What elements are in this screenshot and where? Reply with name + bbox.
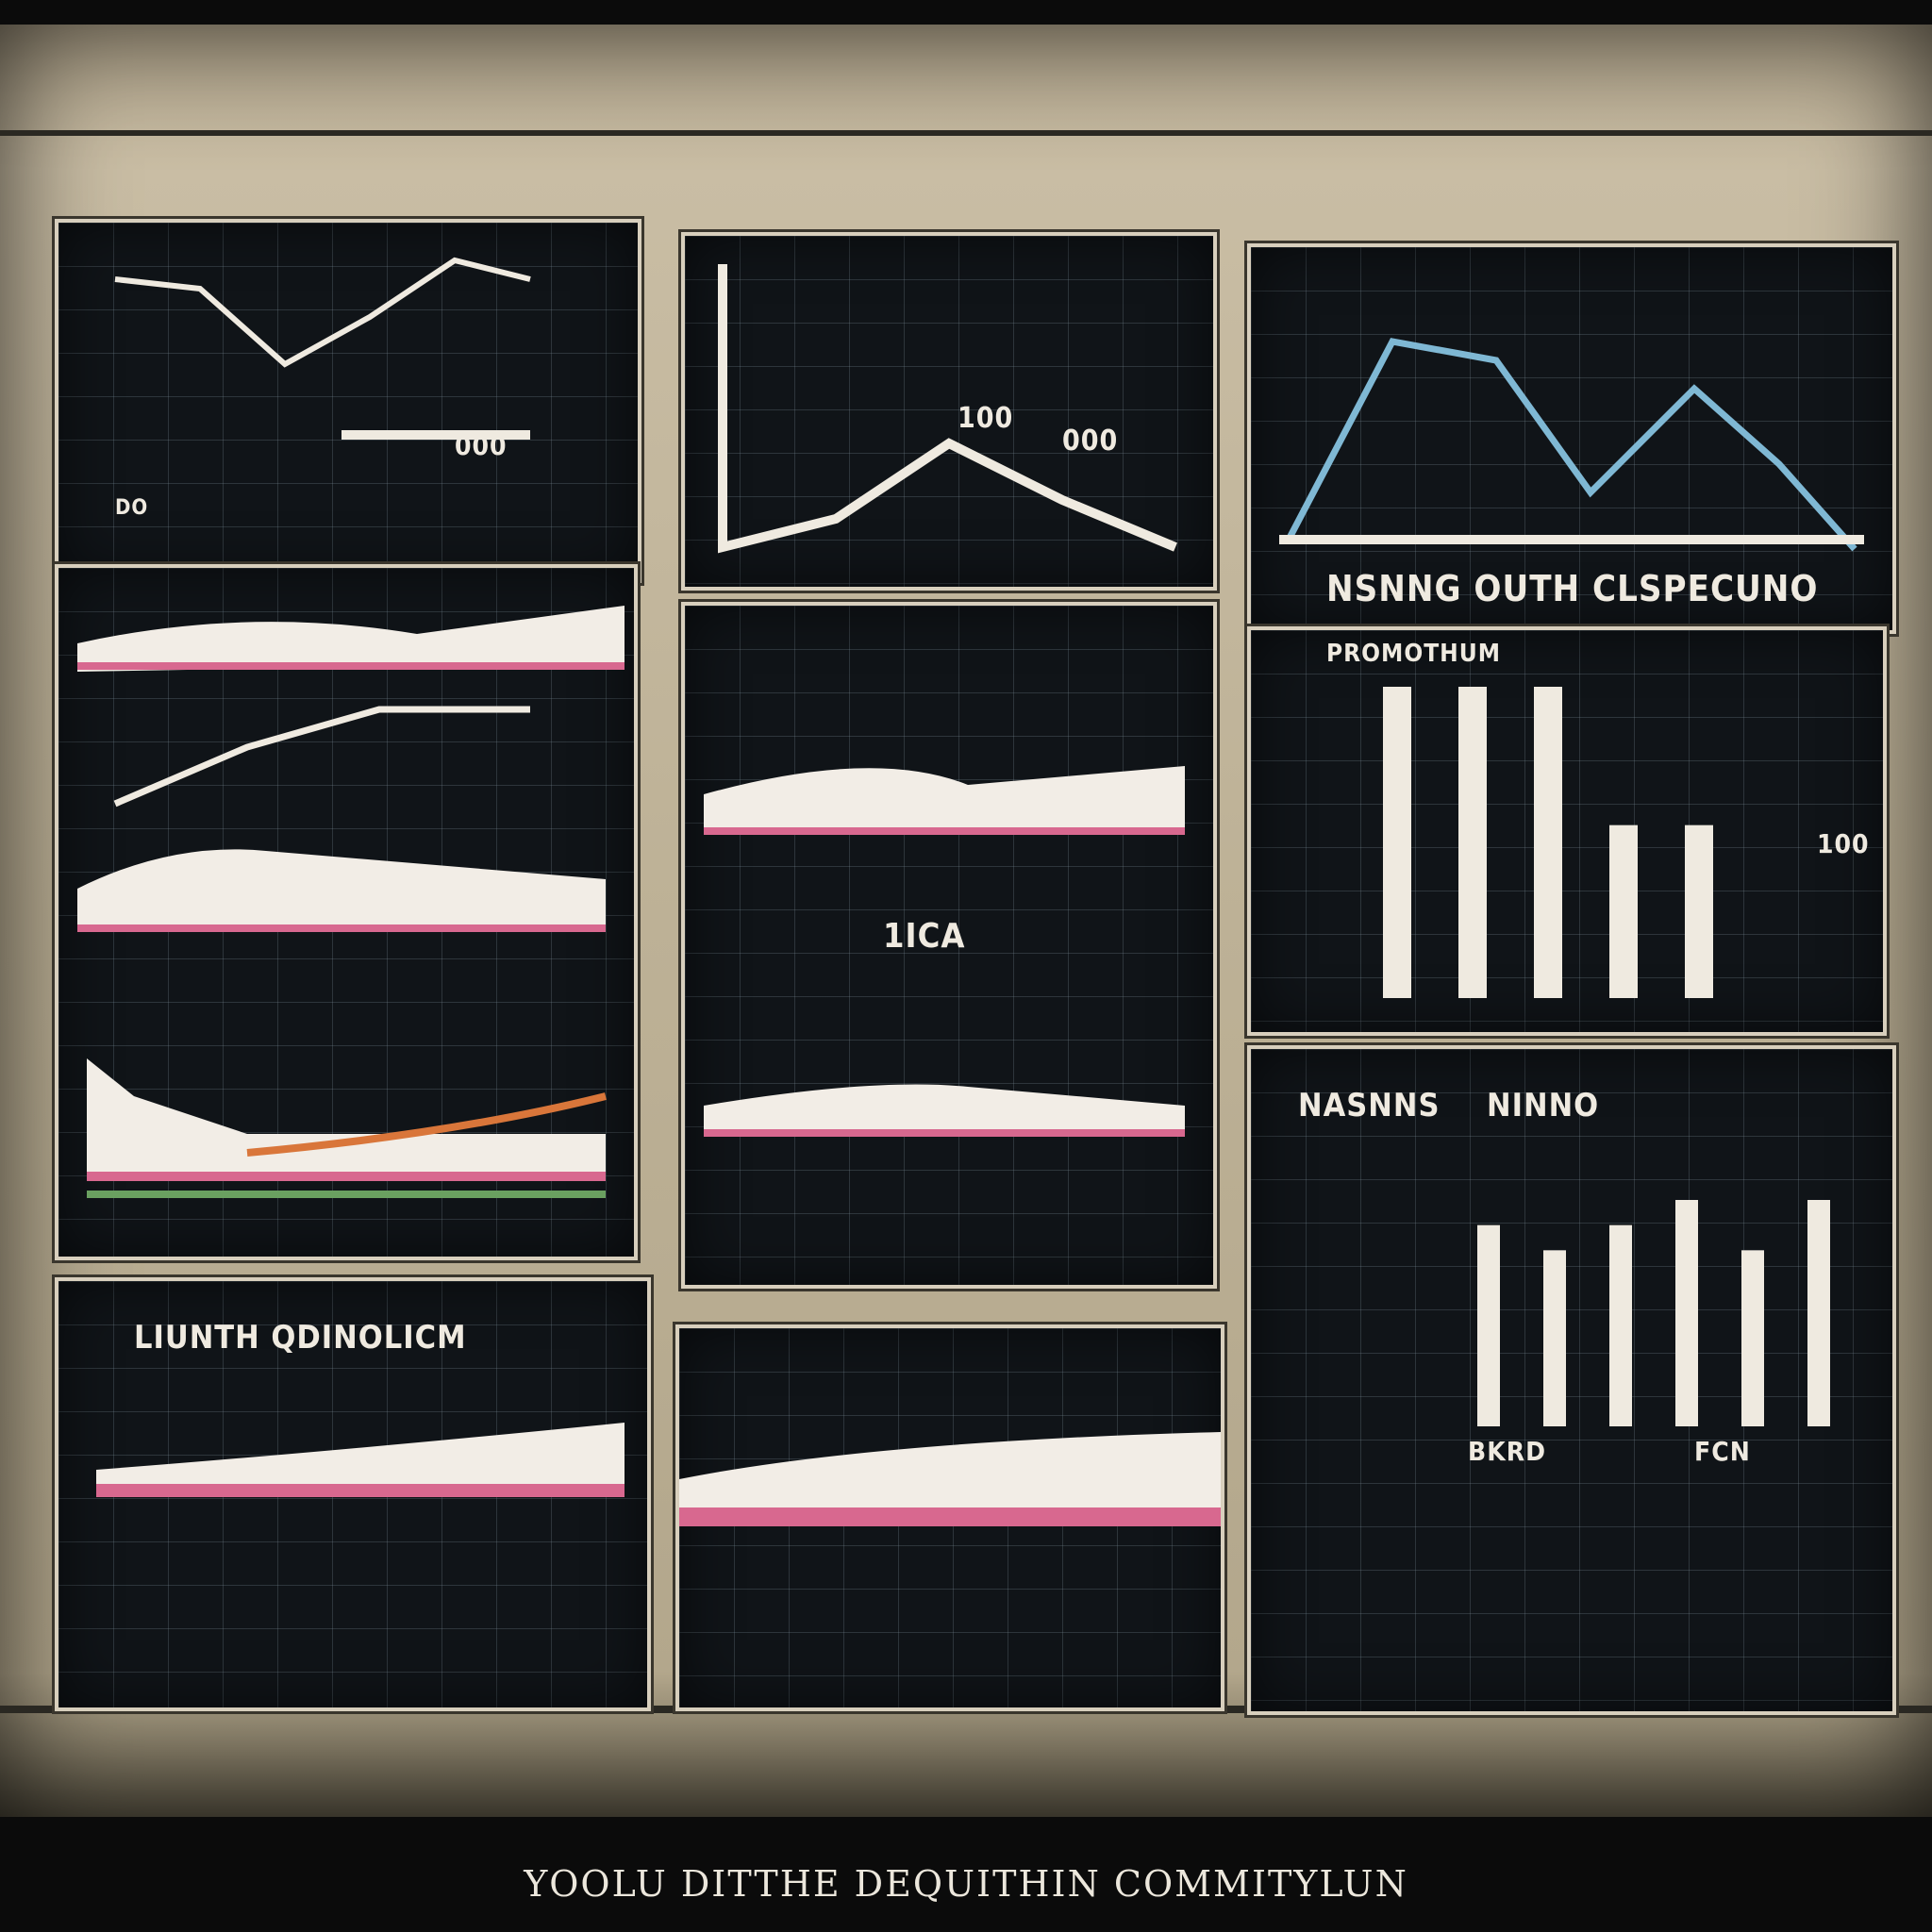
- bar-a: [1383, 687, 1411, 998]
- green-band: [87, 1191, 606, 1198]
- panel-3-label: 100: [958, 402, 1014, 435]
- panel-2-label: 000: [1062, 425, 1119, 458]
- pink-band-2: [77, 924, 606, 932]
- top-rail: [0, 130, 1932, 136]
- display-frame: 000 DO LIUNTH QDINOLICM 000: [0, 25, 1932, 1817]
- pink-band-1: [77, 662, 625, 670]
- pink-band-6: [704, 1129, 1185, 1137]
- line-chart-panel-4: [718, 264, 1177, 554]
- pink-band-7: [679, 1507, 1221, 1526]
- bar-f: [1807, 1200, 1830, 1426]
- panel-6-label: NINNO: [1487, 1087, 1600, 1124]
- area-chart-panel-3: [96, 1423, 625, 1497]
- series-line-2: [113, 706, 530, 808]
- orange-line: [246, 1092, 607, 1157]
- area-band-4: [96, 1423, 625, 1489]
- bar-a: [1477, 1224, 1500, 1426]
- panel-8-label-a: BKRD: [1468, 1436, 1547, 1467]
- line-chart-panel-7: [1279, 338, 1864, 552]
- panel-7-title: LIUNTH QDINOLICM: [134, 1319, 467, 1357]
- panel-6-title: NASNNS: [1298, 1087, 1441, 1124]
- bar-d: [1675, 1200, 1698, 1426]
- area-chart-panel-2: [77, 606, 625, 1198]
- panel-area-center-mid: 1ICA: [681, 602, 1217, 1289]
- line-chart-panel-1: [114, 257, 531, 440]
- panel-5-subtitle: PROMOTHUM: [1326, 640, 1502, 668]
- panel-line-left-top: 000 DO: [55, 219, 641, 583]
- bar-c: [1534, 687, 1562, 998]
- axis-baseline: [1279, 535, 1864, 544]
- panel-bar-right-bottom: NASNNS NINNO BKRD FCN: [1247, 1045, 1896, 1715]
- panel-bar-right-mid: PROMOTHUM 100: [1247, 626, 1887, 1036]
- panel-1-label-b: DO: [115, 496, 149, 520]
- bar-b: [1458, 687, 1487, 998]
- panel-1-label-a: 000: [455, 430, 508, 461]
- area-band-6: [704, 1084, 1185, 1134]
- series-line-1: [114, 257, 531, 368]
- bar-e: [1741, 1250, 1764, 1426]
- area-chart-panel-6: [679, 1432, 1221, 1526]
- bar-chart-panel-9: [1477, 1200, 1830, 1426]
- bar-e: [1685, 824, 1713, 998]
- panel-8-label-b: FCN: [1694, 1436, 1751, 1467]
- panel-line-right-top: NSNNG OUTH CLSPECUNO: [1247, 243, 1896, 634]
- caption: YOOLU DITTHE DEQUITHIN COMMITYLUN: [524, 1863, 1408, 1905]
- pink-band-3: [87, 1172, 606, 1181]
- area-band-2: [77, 849, 606, 926]
- panel-line-center-top: 000: [681, 232, 1217, 591]
- area-band-3: [87, 1058, 606, 1172]
- pink-band-4: [96, 1484, 625, 1497]
- panel-area-left-bottom: LIUNTH QDINOLICM: [55, 1277, 651, 1711]
- area-band-5: [704, 766, 1185, 832]
- label-bar: [341, 430, 530, 440]
- bar-b: [1543, 1250, 1566, 1426]
- panel-4-label: 1ICA: [883, 917, 966, 956]
- bar-d: [1609, 824, 1638, 998]
- panel-5-label: 100: [1817, 828, 1870, 859]
- area-band-7: [679, 1432, 1221, 1517]
- series-line-7: [1285, 338, 1857, 552]
- pink-band-5: [704, 827, 1185, 835]
- panel-area-left-mid: [55, 564, 638, 1260]
- panel-area-center-bottom: [675, 1324, 1224, 1711]
- bar-c: [1609, 1224, 1632, 1426]
- series-line-4: [718, 264, 1177, 554]
- panel-5-title: NSNNG OUTH CLSPECUNO: [1326, 568, 1819, 609]
- bar-chart-panel-8: [1383, 687, 1713, 998]
- area-chart-panel-5: [704, 766, 1185, 1137]
- area-band-1: [77, 606, 625, 672]
